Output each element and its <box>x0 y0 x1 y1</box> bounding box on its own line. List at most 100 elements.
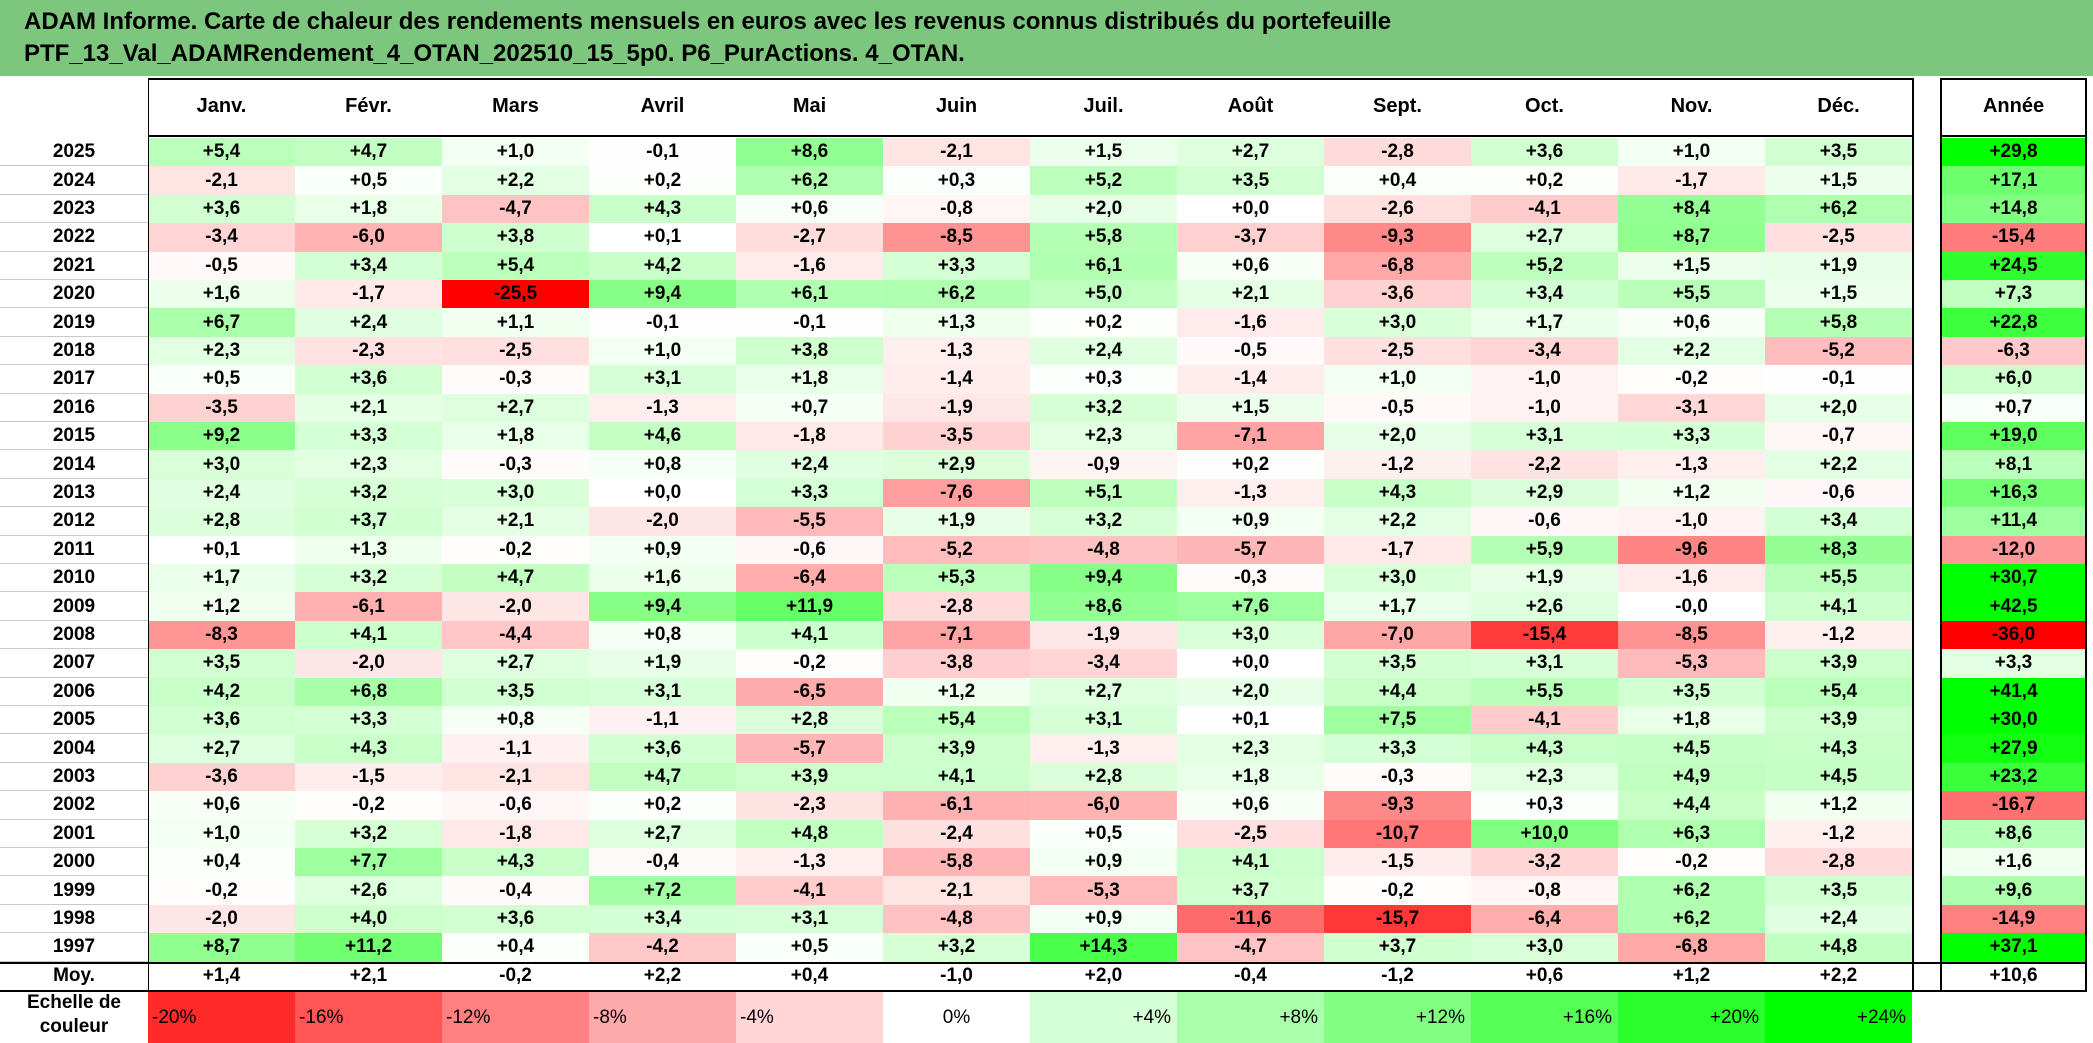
heat-cell: +4,1 <box>736 620 883 650</box>
heat-cell: +2,7 <box>148 734 295 763</box>
year-label: 2021 <box>52 254 96 276</box>
heat-cell: +3,2 <box>295 478 442 508</box>
heat-cell: +5,1 <box>1030 478 1177 508</box>
heat-cell: +3,1 <box>1030 706 1177 735</box>
heat-cell: +3,1 <box>736 904 883 934</box>
heat-cell: +3,6 <box>442 904 589 934</box>
heat-cell: +2,3 <box>1177 734 1324 763</box>
heat-cell: -5,3 <box>1030 876 1177 905</box>
row-separator <box>0 449 148 451</box>
row-separator <box>0 563 148 564</box>
year-label: 2022 <box>52 226 96 248</box>
heat-cell: -4,4 <box>442 620 589 650</box>
heat-cell: +1,7 <box>1324 592 1471 621</box>
heat-cell: +3,0 <box>1324 564 1471 593</box>
heat-cell: +2,8 <box>736 706 883 735</box>
heat-cell: +0,6 <box>736 194 883 224</box>
heat-cell: +5,8 <box>1765 308 1912 337</box>
color-scale-step: -8% <box>589 992 736 1043</box>
heat-cell: +5,2 <box>1471 251 1618 280</box>
heat-cell: -2,5 <box>1765 223 1912 252</box>
heat-cell: -4,7 <box>1177 933 1324 962</box>
annual-cell: +3,3 <box>1940 649 2087 678</box>
row-separator <box>0 960 148 962</box>
heat-cell: -6,0 <box>295 223 442 252</box>
heat-cell: +3,9 <box>1765 649 1912 678</box>
heat-cell: +3,6 <box>148 706 295 735</box>
heat-cell: +3,2 <box>883 933 1030 962</box>
annual-cell: +22,8 <box>1940 308 2087 337</box>
average-cell: +2,2 <box>1819 964 1858 986</box>
heat-cell: +1,9 <box>883 507 1030 536</box>
heat-cell: +0,3 <box>1030 365 1177 394</box>
heat-cell: +5,2 <box>1030 166 1177 195</box>
heat-cell: +4,0 <box>295 904 442 934</box>
heat-cell: +4,5 <box>1765 762 1912 792</box>
heat-cell: +0,9 <box>1030 904 1177 934</box>
color-scale-step: +24% <box>1765 992 1912 1043</box>
heat-cell: +3,4 <box>295 251 442 280</box>
annual-cell: +14,8 <box>1940 194 2087 224</box>
annual-header: Année <box>1982 95 2045 117</box>
heat-cell: +0,2 <box>1177 450 1324 479</box>
row-separator <box>0 619 148 621</box>
heat-cell: +3,4 <box>1471 280 1618 309</box>
heat-cell: -1,3 <box>883 336 1030 366</box>
annual-cell: +16,3 <box>1940 478 2087 508</box>
year-label: 1998 <box>52 907 96 929</box>
heat-cell: +8,6 <box>736 138 883 167</box>
heat-cell: -7,1 <box>1177 422 1324 451</box>
color-scale-step: -4% <box>736 992 883 1043</box>
color-scale-step: +16% <box>1471 992 1618 1043</box>
heat-cell: -0,6 <box>1765 478 1912 508</box>
heat-cell: -5,5 <box>736 507 883 536</box>
row-separator <box>0 165 148 167</box>
heat-cell: +3,6 <box>1471 138 1618 167</box>
heat-cell: -5,2 <box>1765 336 1912 366</box>
heat-cell: -4,1 <box>1471 706 1618 735</box>
heat-cell: -0,4 <box>442 876 589 905</box>
heat-cell: -2,1 <box>148 166 295 195</box>
heat-cell: +2,8 <box>148 507 295 536</box>
heat-cell: -3,6 <box>148 762 295 792</box>
heat-cell: +1,8 <box>1177 762 1324 792</box>
row-separator <box>0 847 148 848</box>
heat-cell: +2,4 <box>1030 336 1177 366</box>
color-scale-step: -16% <box>295 992 442 1043</box>
heat-cell: +1,2 <box>883 677 1030 706</box>
heat-cell: -3,5 <box>148 393 295 422</box>
heat-cell: -6,1 <box>883 791 1030 820</box>
year-label: 2010 <box>52 567 96 589</box>
heat-cell: +3,2 <box>1030 507 1177 536</box>
heat-cell: +3,3 <box>883 251 1030 280</box>
heat-cell: -1,9 <box>883 393 1030 422</box>
heat-cell: +3,9 <box>736 762 883 792</box>
heat-cell: +0,9 <box>1030 848 1177 877</box>
heat-cell: +3,5 <box>1324 649 1471 678</box>
heat-cell: -0,2 <box>736 649 883 678</box>
heat-cell: -0,8 <box>883 194 1030 224</box>
heat-cell: -2,3 <box>736 791 883 820</box>
header-bottom-border <box>148 135 1912 137</box>
heat-cell: +3,9 <box>883 734 1030 763</box>
heat-cell: +1,5 <box>1765 166 1912 195</box>
heat-cell: -5,2 <box>883 535 1030 564</box>
heat-cell: -9,3 <box>1324 791 1471 820</box>
month-header: Juil. <box>1083 95 1124 117</box>
heat-cell: +1,0 <box>442 138 589 167</box>
average-cell: +1,4 <box>202 964 241 986</box>
heat-cell: +0,2 <box>1471 166 1618 195</box>
heat-cell: +4,1 <box>1765 592 1912 621</box>
heat-cell: +3,6 <box>589 734 736 763</box>
color-scale-step: -20% <box>148 992 295 1043</box>
heat-cell: +5,5 <box>1765 564 1912 593</box>
heat-cell: +3,2 <box>1030 393 1177 422</box>
heat-cell: +3,5 <box>1765 876 1912 905</box>
heat-cell: +1,2 <box>1765 791 1912 820</box>
heat-cell: +0,3 <box>883 166 1030 195</box>
heat-cell: -3,4 <box>1471 336 1618 366</box>
heat-cell: +3,0 <box>1471 933 1618 962</box>
heat-cell: +2,9 <box>1471 478 1618 508</box>
month-header: Juin <box>935 95 978 117</box>
average-cell: +2,2 <box>643 964 682 986</box>
